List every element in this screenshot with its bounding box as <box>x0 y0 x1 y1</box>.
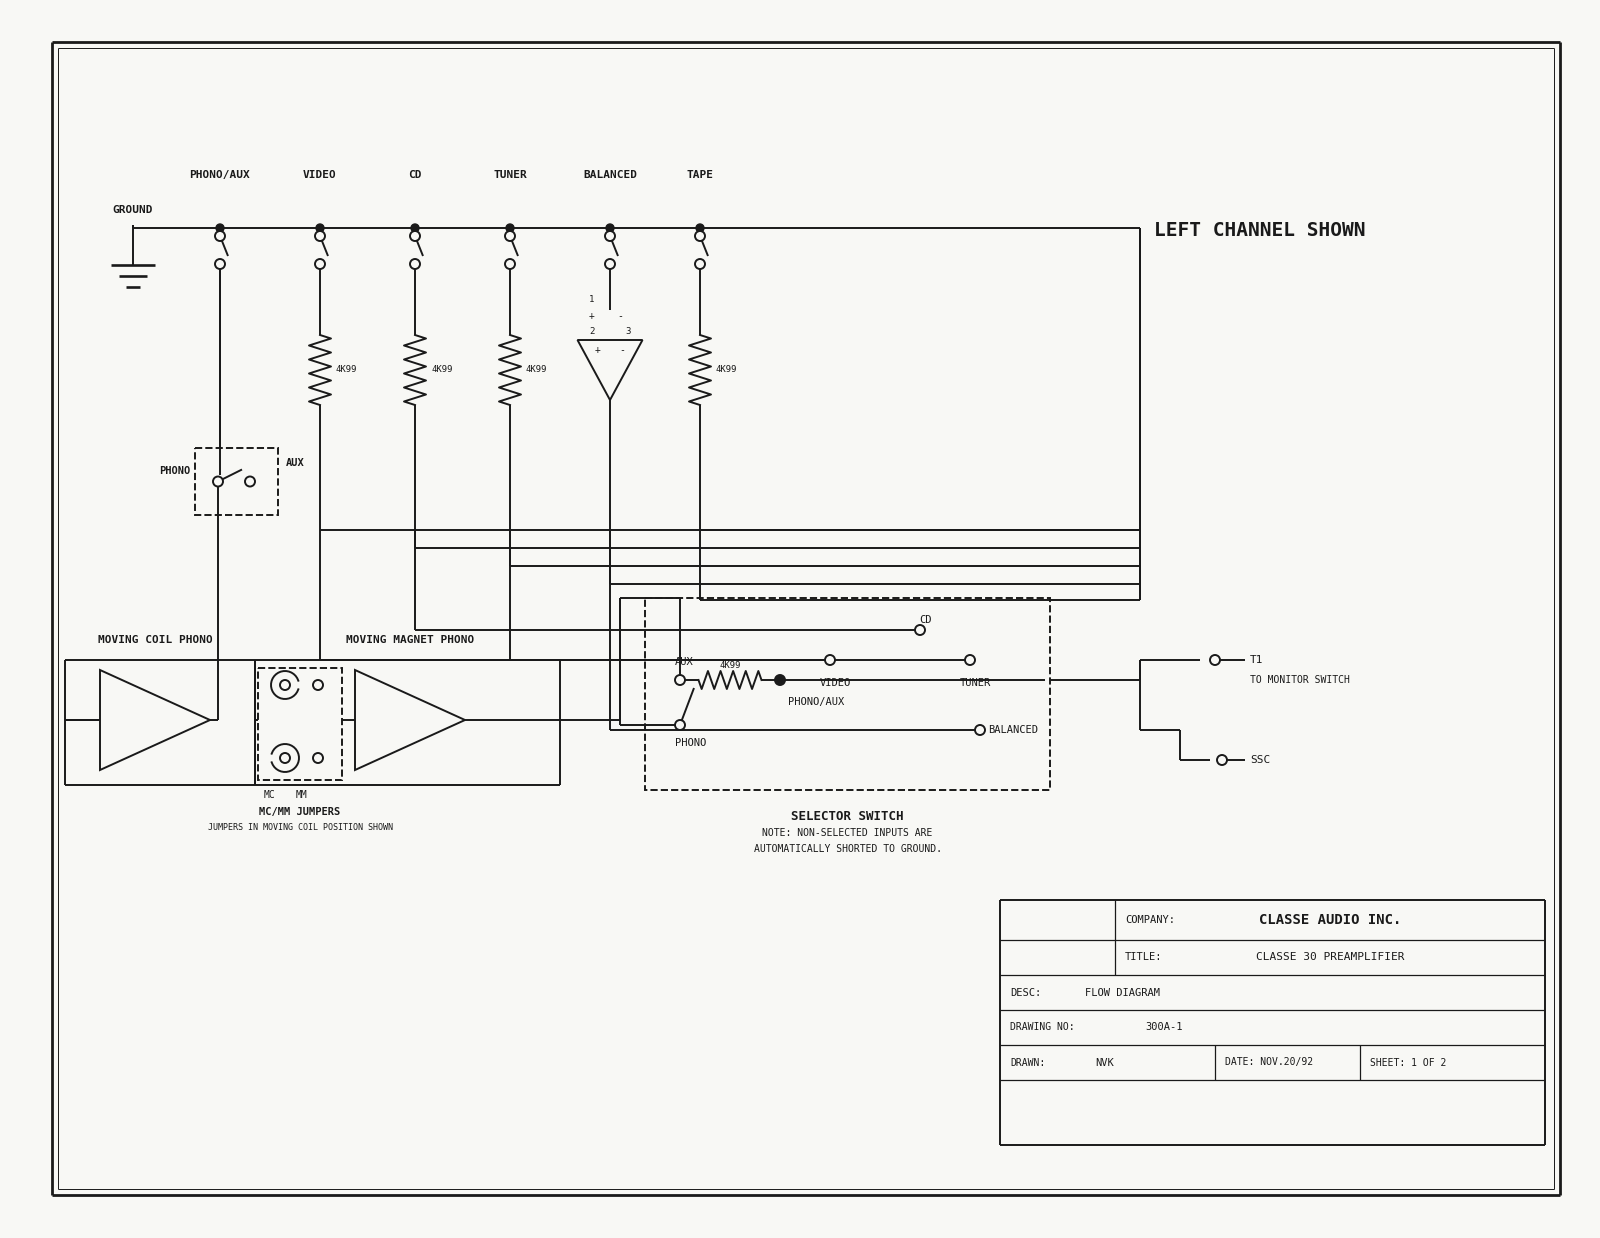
Circle shape <box>506 259 515 269</box>
Text: COMPANY:: COMPANY: <box>1125 915 1174 925</box>
Text: TO MONITOR SWITCH: TO MONITOR SWITCH <box>1250 675 1350 685</box>
Text: 4K99: 4K99 <box>336 365 357 375</box>
Text: DATE: NOV.20/92: DATE: NOV.20/92 <box>1226 1057 1314 1067</box>
Circle shape <box>774 675 786 685</box>
Text: SSC: SSC <box>1250 755 1270 765</box>
Text: SHEET: 1 OF 2: SHEET: 1 OF 2 <box>1370 1057 1446 1067</box>
Text: +: + <box>595 345 602 355</box>
Text: PHONO/AUX: PHONO/AUX <box>787 697 845 707</box>
Text: BALANCED: BALANCED <box>989 725 1038 735</box>
Text: MOVING COIL PHONO: MOVING COIL PHONO <box>98 635 213 645</box>
Text: TUNER: TUNER <box>493 170 526 180</box>
Circle shape <box>826 655 835 665</box>
Circle shape <box>214 259 226 269</box>
Text: VIDEO: VIDEO <box>302 170 338 180</box>
Text: 4K99: 4K99 <box>430 365 453 375</box>
Text: NVK: NVK <box>1094 1057 1114 1067</box>
Circle shape <box>411 224 419 232</box>
Circle shape <box>280 680 290 690</box>
Text: CLASSE AUDIO INC.: CLASSE AUDIO INC. <box>1259 912 1402 927</box>
Circle shape <box>410 232 419 241</box>
Circle shape <box>506 232 515 241</box>
Text: NOTE: NON-SELECTED INPUTS ARE: NOTE: NON-SELECTED INPUTS ARE <box>762 828 933 838</box>
Circle shape <box>605 259 614 269</box>
Circle shape <box>315 259 325 269</box>
Text: CD: CD <box>918 615 931 625</box>
Polygon shape <box>99 670 210 770</box>
Circle shape <box>410 259 419 269</box>
Text: JUMPERS IN MOVING COIL POSITION SHOWN: JUMPERS IN MOVING COIL POSITION SHOWN <box>208 823 392 832</box>
Text: VIDEO: VIDEO <box>819 678 851 688</box>
Text: LEFT CHANNEL SHOWN: LEFT CHANNEL SHOWN <box>1154 220 1366 239</box>
Circle shape <box>314 753 323 763</box>
Text: 4K99: 4K99 <box>717 365 738 375</box>
Circle shape <box>694 259 706 269</box>
Text: GROUND: GROUND <box>112 206 154 215</box>
Text: TUNER: TUNER <box>960 678 990 688</box>
Text: 4K99: 4K99 <box>526 365 547 375</box>
Bar <box>645 598 1050 790</box>
Bar <box>195 448 278 515</box>
Text: 2: 2 <box>589 328 595 337</box>
Text: MC/MM JUMPERS: MC/MM JUMPERS <box>259 807 341 817</box>
Text: MM: MM <box>296 790 307 800</box>
Text: 3: 3 <box>626 328 630 337</box>
Circle shape <box>314 680 323 690</box>
Text: +: + <box>589 311 595 321</box>
Text: TAPE: TAPE <box>686 170 714 180</box>
Text: DRAWN:: DRAWN: <box>1010 1057 1045 1067</box>
Circle shape <box>605 232 614 241</box>
Circle shape <box>280 753 290 763</box>
Text: -: - <box>618 311 622 321</box>
Circle shape <box>675 675 685 685</box>
Circle shape <box>213 477 222 487</box>
Circle shape <box>675 721 685 730</box>
Text: CD: CD <box>408 170 422 180</box>
Text: 4K99: 4K99 <box>720 661 741 671</box>
Circle shape <box>974 725 986 735</box>
Text: DESC:: DESC: <box>1010 988 1042 998</box>
Text: FLOW DIAGRAM: FLOW DIAGRAM <box>1085 988 1160 998</box>
Circle shape <box>245 477 254 487</box>
Polygon shape <box>355 670 466 770</box>
Polygon shape <box>578 340 643 400</box>
Text: MC: MC <box>264 790 275 800</box>
Text: PHONO: PHONO <box>158 467 190 477</box>
Text: DRAWING NO:: DRAWING NO: <box>1010 1023 1075 1032</box>
Circle shape <box>1218 755 1227 765</box>
Circle shape <box>317 224 323 232</box>
Circle shape <box>216 224 224 232</box>
Text: 300A-1: 300A-1 <box>1146 1023 1182 1032</box>
Circle shape <box>965 655 974 665</box>
Circle shape <box>696 224 704 232</box>
Text: MOVING MAGNET PHONO: MOVING MAGNET PHONO <box>346 635 474 645</box>
Circle shape <box>506 224 514 232</box>
Text: PHONO/AUX: PHONO/AUX <box>190 170 250 180</box>
Circle shape <box>315 232 325 241</box>
Text: CLASSE 30 PREAMPLIFIER: CLASSE 30 PREAMPLIFIER <box>1256 952 1405 962</box>
Circle shape <box>776 676 784 685</box>
Text: -: - <box>619 345 626 355</box>
Text: AUTOMATICALLY SHORTED TO GROUND.: AUTOMATICALLY SHORTED TO GROUND. <box>754 844 941 854</box>
Circle shape <box>606 224 614 232</box>
Circle shape <box>915 625 925 635</box>
Circle shape <box>694 232 706 241</box>
Text: PHONO: PHONO <box>675 738 706 748</box>
Text: 1: 1 <box>589 296 595 305</box>
Text: T1: T1 <box>1250 655 1264 665</box>
Circle shape <box>214 232 226 241</box>
Text: SELECTOR SWITCH: SELECTOR SWITCH <box>792 810 904 823</box>
Circle shape <box>1210 655 1221 665</box>
Text: TITLE:: TITLE: <box>1125 952 1163 962</box>
Text: BALANCED: BALANCED <box>582 170 637 180</box>
Text: AUX: AUX <box>286 458 304 468</box>
Text: AUX: AUX <box>675 657 694 667</box>
Bar <box>258 669 342 780</box>
